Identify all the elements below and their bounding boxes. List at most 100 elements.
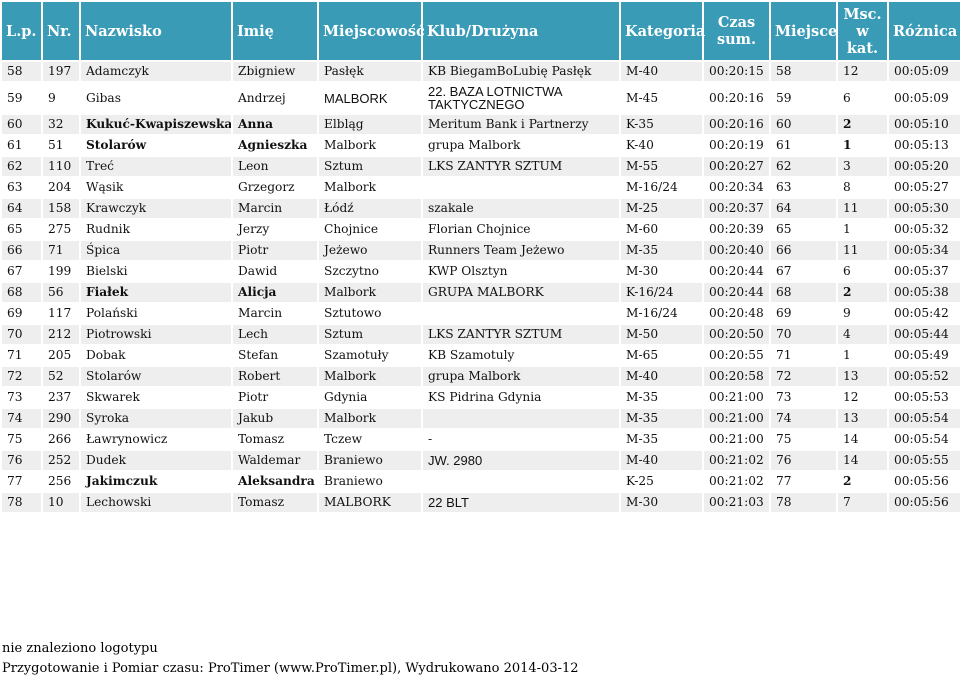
- cell-lp: 63: [2, 178, 41, 197]
- cell-kategoria: M-40: [621, 451, 702, 470]
- cell-roznica: 00:05:54: [889, 430, 960, 449]
- cell-imie: Aleksandra: [233, 472, 317, 491]
- cell-imie: Anna: [233, 115, 317, 134]
- cell-miejscowosc: Szamotuły: [319, 346, 421, 365]
- col-nazwisko-header[interactable]: Nazwisko: [81, 2, 231, 60]
- cell-nazwisko: Polański: [81, 304, 231, 323]
- col-imie-header[interactable]: Imię: [233, 2, 317, 60]
- cell-imie: Marcin: [233, 304, 317, 323]
- cell-roznica: 00:05:49: [889, 346, 960, 365]
- cell-kategoria: M-25: [621, 199, 702, 218]
- cell-imie: Zbigniew: [233, 62, 317, 81]
- cell-czas: 00:20:50: [704, 325, 769, 344]
- cell-nr: 275: [43, 220, 79, 239]
- cell-msc-kat: 11: [838, 199, 887, 218]
- cell-czas: 00:20:19: [704, 136, 769, 155]
- cell-klub: grupa Malbork: [423, 367, 619, 386]
- cell-kategoria: M-55: [621, 157, 702, 176]
- col-lp-header[interactable]: L.p.: [2, 2, 41, 60]
- cell-nazwisko: Krawczyk: [81, 199, 231, 218]
- cell-roznica: 00:05:56: [889, 493, 960, 512]
- cell-roznica: 00:05:56: [889, 472, 960, 491]
- cell-roznica: 00:05:09: [889, 62, 960, 81]
- cell-nazwisko: Treć: [81, 157, 231, 176]
- cell-msc-kat: 8: [838, 178, 887, 197]
- cell-imie: Leon: [233, 157, 317, 176]
- cell-nazwisko: Stolarów: [81, 136, 231, 155]
- cell-msc-kat: 2: [838, 472, 887, 491]
- cell-klub: LKS ZANTYR SZTUM: [423, 157, 619, 176]
- cell-msc-kat: 13: [838, 409, 887, 428]
- cell-kategoria: M-16/24: [621, 304, 702, 323]
- table-row: 65 275 Rudnik Jerzy Chojnice Florian Chojnice…: [2, 220, 960, 239]
- cell-klub: KWP Olsztyn: [423, 262, 619, 281]
- cell-miejscowosc: Malbork: [319, 178, 421, 197]
- cell-roznica: 00:05:38: [889, 283, 960, 302]
- cell-nazwisko: Jakimczuk: [81, 472, 231, 491]
- cell-imie: Robert: [233, 367, 317, 386]
- cell-lp: 65: [2, 220, 41, 239]
- table-row: 64 158 Krawczyk Marcin Łódź szakale M-25 00:20:…: [2, 199, 960, 218]
- cell-miejscowosc: Gdynia: [319, 388, 421, 407]
- cell-lp: 74: [2, 409, 41, 428]
- col-roznica-header[interactable]: Różnica: [889, 2, 960, 60]
- cell-czas: 00:21:03: [704, 493, 769, 512]
- cell-klub: szakale: [423, 199, 619, 218]
- table-row: 71 205 Dobak Stefan Szamotuły KB Szamotuly M-6…: [2, 346, 960, 365]
- cell-nazwisko: Dobak: [81, 346, 231, 365]
- cell-miejsce: 69: [771, 304, 836, 323]
- cell-lp: 71: [2, 346, 41, 365]
- cell-czas: 00:20:15: [704, 62, 769, 81]
- cell-miejsce: 61: [771, 136, 836, 155]
- cell-miejsce: 73: [771, 388, 836, 407]
- cell-miejsce: 76: [771, 451, 836, 470]
- results-body: 58 197 Adamczyk Zbigniew Pasłęk KB BiegamBoLu…: [2, 62, 960, 512]
- col-nr-header[interactable]: Nr.: [43, 2, 79, 60]
- cell-lp: 68: [2, 283, 41, 302]
- cell-miejscowosc: Szczytno: [319, 262, 421, 281]
- col-miejscowosc-header[interactable]: Miejscowość: [319, 2, 425, 60]
- table-row: 72 52 Stolarów Robert Malbork grupa Malbork M-…: [2, 367, 960, 386]
- cell-nazwisko: Gibas: [81, 83, 231, 113]
- cell-klub: grupa Malbork: [423, 136, 619, 155]
- cell-kategoria: M-40: [621, 367, 702, 386]
- col-klub-header[interactable]: Klub/Drużyna: [423, 2, 619, 60]
- cell-lp: 62: [2, 157, 41, 176]
- cell-klub: -: [423, 430, 619, 449]
- cell-msc-kat: 7: [838, 493, 887, 512]
- cell-miejscowosc: Łódź: [319, 199, 421, 218]
- cell-miejsce: 71: [771, 346, 836, 365]
- cell-nazwisko: Wąsik: [81, 178, 231, 197]
- cell-nr: 204: [43, 178, 79, 197]
- cell-nr: 117: [43, 304, 79, 323]
- cell-klub: [423, 178, 619, 197]
- cell-nr: 52: [43, 367, 79, 386]
- cell-czas: 00:20:40: [704, 241, 769, 260]
- table-row: 60 32 Kukuć-Kwapiszewska Anna Elbląg Meritum …: [2, 115, 960, 134]
- cell-kategoria: K-25: [621, 472, 702, 491]
- cell-msc-kat: 14: [838, 451, 887, 470]
- cell-czas: 00:20:55: [704, 346, 769, 365]
- cell-imie: Stefan: [233, 346, 317, 365]
- cell-czas: 00:20:44: [704, 283, 769, 302]
- cell-czas: 00:21:02: [704, 472, 769, 491]
- cell-nazwisko: Rudnik: [81, 220, 231, 239]
- col-czas-header[interactable]: Czas sum.: [704, 2, 769, 60]
- cell-klub: KB BiegamBoLubię Pasłęk: [423, 62, 619, 81]
- cell-imie: Marcin: [233, 199, 317, 218]
- cell-imie: Lech: [233, 325, 317, 344]
- cell-lp: 73: [2, 388, 41, 407]
- col-kategoria-header[interactable]: Kategoria: [621, 2, 705, 60]
- table-row: 69 117 Polański Marcin Sztutowo M-16/24 00:20:…: [2, 304, 960, 323]
- table-row: 59 9 Gibas Andrzej MALBORK 22. BAZA LOTNICTWA…: [2, 83, 960, 113]
- cell-miejscowosc: Braniewo: [319, 472, 421, 491]
- cell-nazwisko: Syroka: [81, 409, 231, 428]
- cell-nr: 237: [43, 388, 79, 407]
- col-miejsce-header[interactable]: Miejsce: [771, 2, 837, 60]
- cell-roznica: 00:05:37: [889, 262, 960, 281]
- cell-czas: 00:20:44: [704, 262, 769, 281]
- col-msc-kat-header[interactable]: Msc. w kat.: [838, 2, 887, 60]
- cell-msc-kat: 11: [838, 241, 887, 260]
- cell-nazwisko: Bielski: [81, 262, 231, 281]
- cell-nr: 110: [43, 157, 79, 176]
